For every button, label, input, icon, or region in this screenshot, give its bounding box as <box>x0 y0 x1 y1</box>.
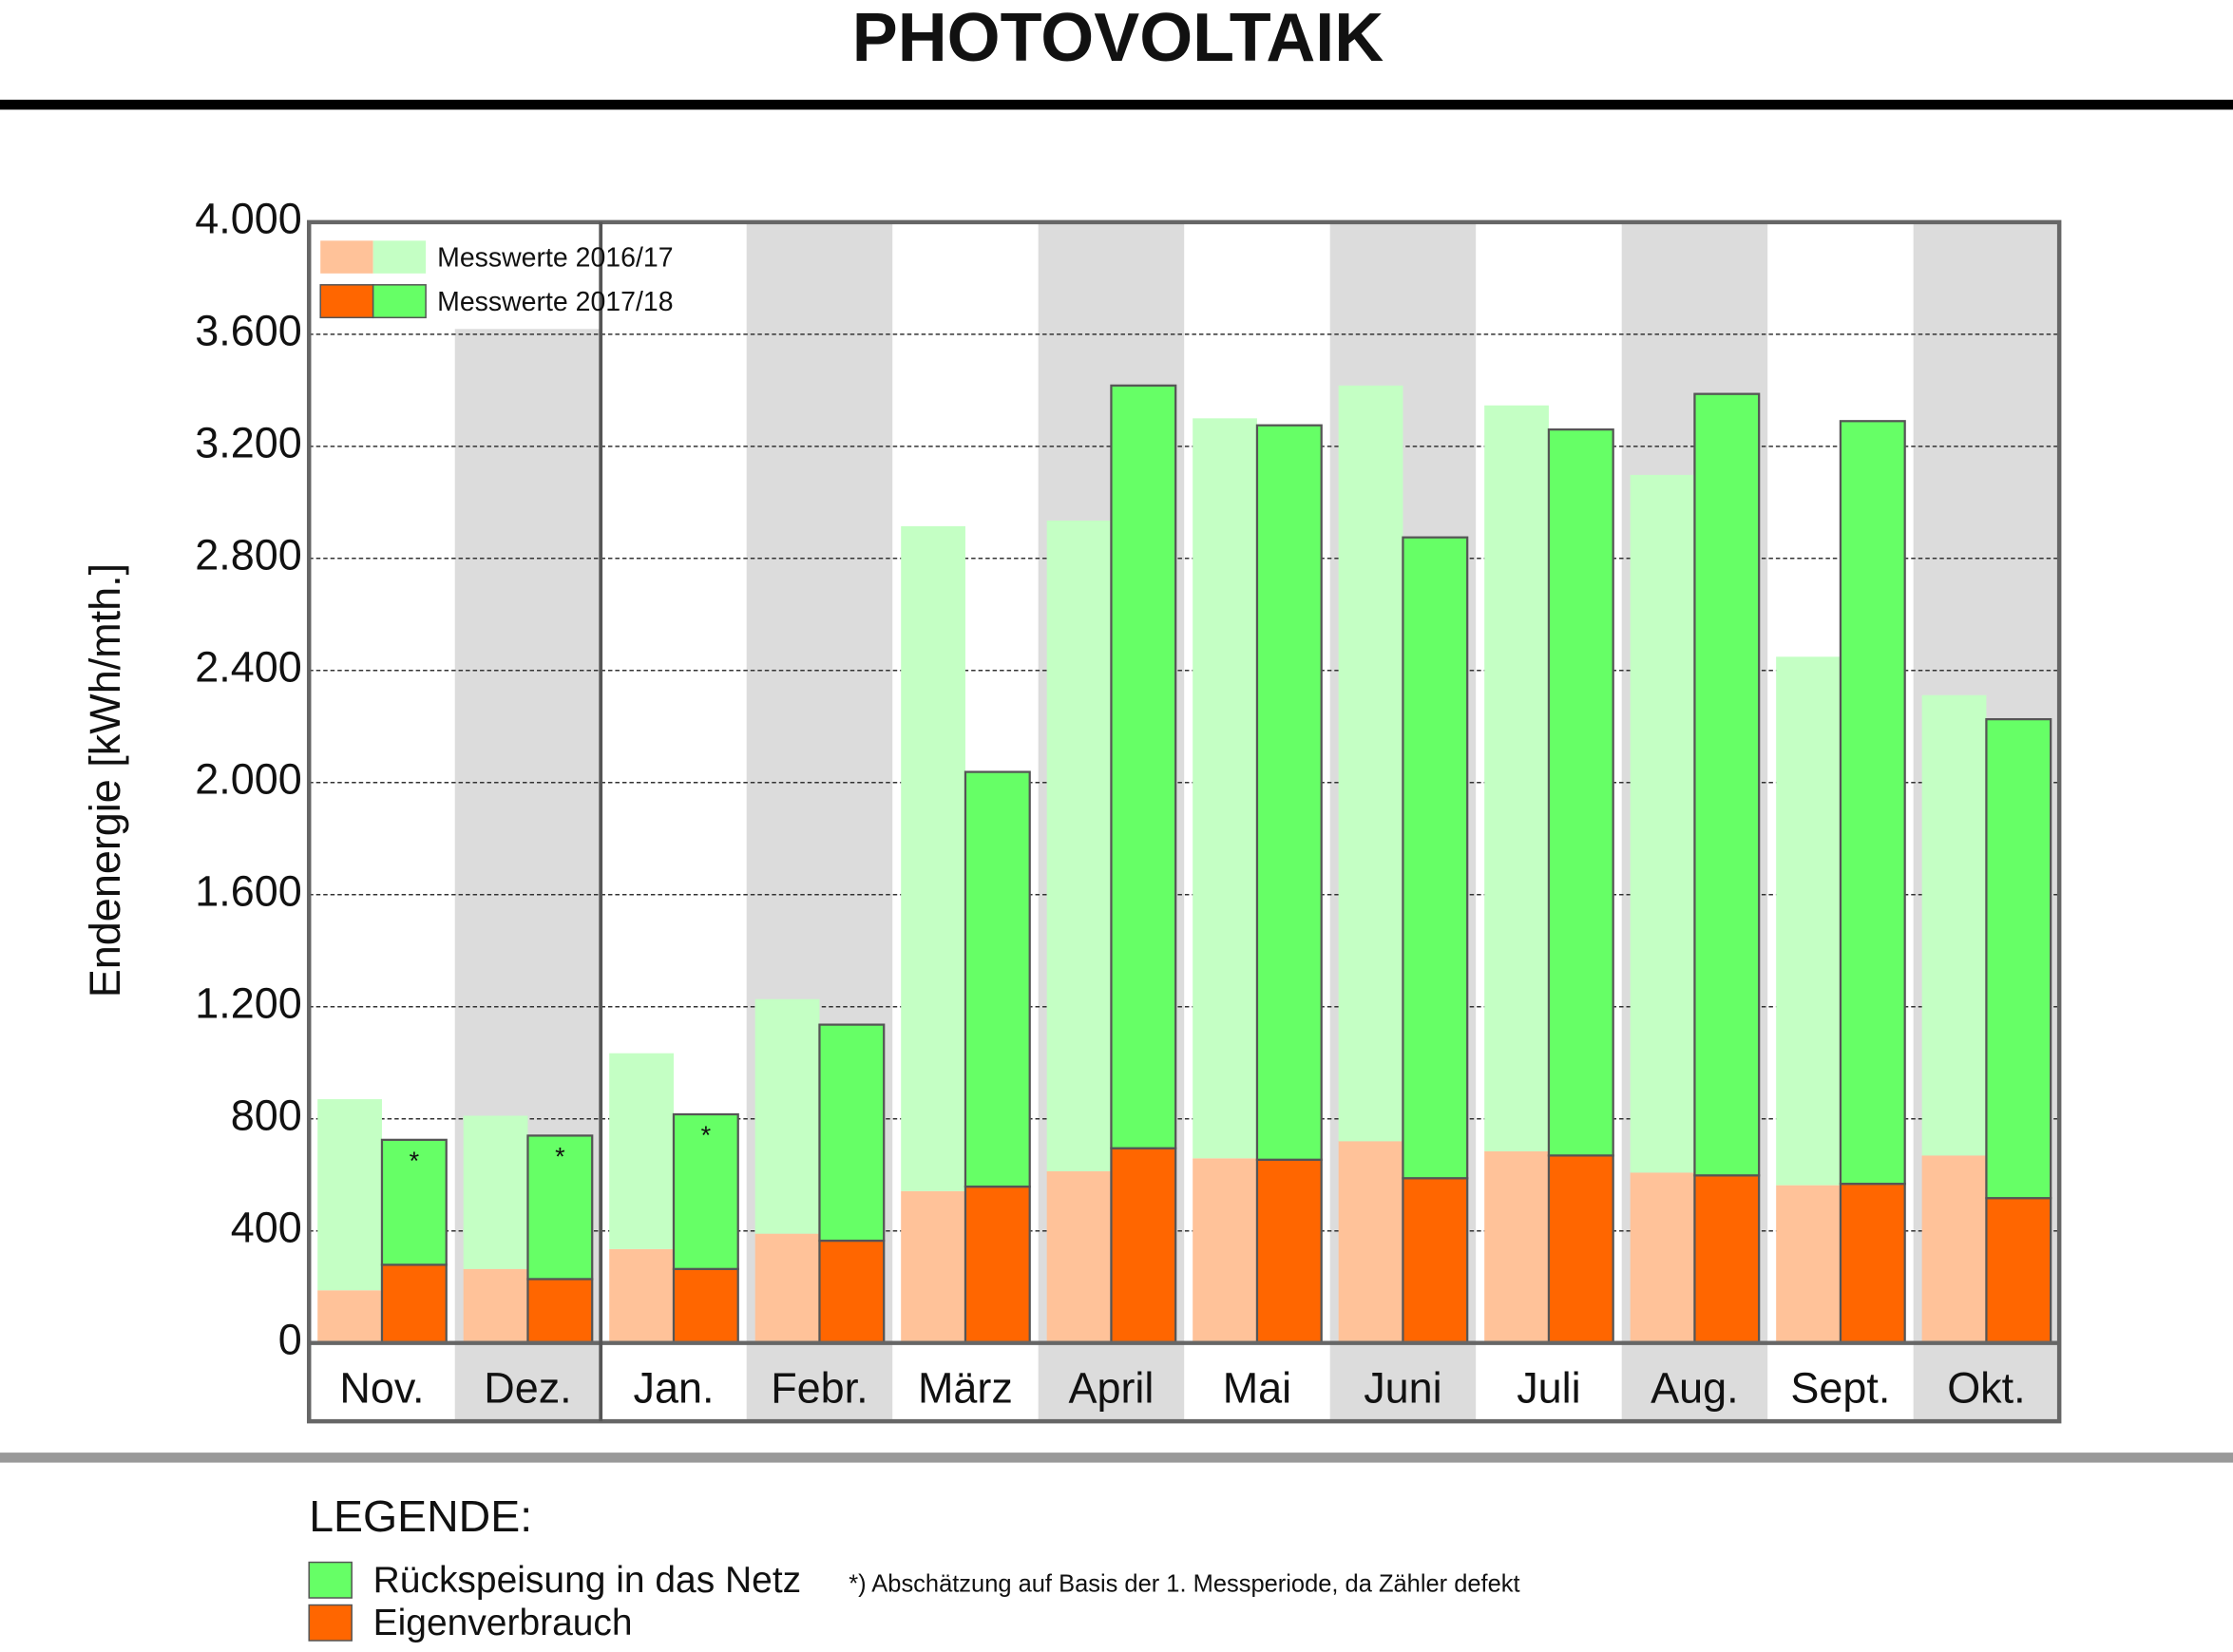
bar-segment <box>1985 1197 2052 1344</box>
legend-label: Messwerte 2017/18 <box>437 287 673 317</box>
bar-segment <box>1046 520 1112 1171</box>
annotation: * <box>555 1143 565 1171</box>
bar-segment <box>1547 1154 1614 1344</box>
bar-segment <box>1921 1155 1987 1343</box>
bar-segment <box>1046 1170 1112 1343</box>
y-tick-label: 3.600 <box>195 307 301 355</box>
bar-segment <box>526 1278 594 1344</box>
bar-segment <box>1839 1183 1906 1344</box>
bar-segment <box>818 1239 886 1344</box>
bar-segment <box>1776 656 1841 1186</box>
annotation: * <box>701 1121 712 1149</box>
bar-segment <box>1255 424 1323 1161</box>
x-tick-label: Nov. <box>339 1364 424 1413</box>
bar-segment <box>754 998 820 1234</box>
x-tick-label: Mai <box>1223 1364 1291 1413</box>
bar-segment <box>901 1190 965 1343</box>
x-tick-label: April <box>1068 1364 1154 1413</box>
bar-segment <box>672 1112 739 1270</box>
bar-segment <box>380 1263 448 1344</box>
bar-segment <box>1693 392 1761 1177</box>
bar-segment <box>1338 385 1403 1142</box>
bar-segment <box>1193 1158 1257 1343</box>
bar-segment <box>317 1099 382 1291</box>
y-tick-label: 1.600 <box>195 867 301 916</box>
title-rule <box>0 99 2233 110</box>
bar-segment <box>317 1290 382 1343</box>
legend-label: Messwerte 2016/17 <box>437 242 673 273</box>
bar-segment <box>1402 536 1469 1180</box>
bar-segment <box>1985 717 2052 1200</box>
bar-segment <box>1338 1141 1403 1343</box>
x-tick-label: Juli <box>1517 1364 1580 1413</box>
y-tick-label: 3.200 <box>195 419 301 467</box>
bar-segment <box>1547 428 1614 1157</box>
x-tick-label: Jan. <box>633 1364 714 1413</box>
y-tick-label: 800 <box>231 1092 302 1140</box>
bar-segment <box>463 1115 528 1269</box>
plot-frame <box>306 219 2062 1424</box>
bar-segment <box>526 1134 594 1281</box>
bar-segment <box>1839 420 1906 1186</box>
x-tick-label: Juni <box>1364 1364 1441 1413</box>
legend-label: Eigenverbrauch <box>373 1603 633 1643</box>
legend-swatch <box>372 240 427 274</box>
bar-segment <box>818 1023 886 1243</box>
y-tick-label: 4.000 <box>195 195 301 243</box>
bar-segment <box>754 1233 820 1343</box>
x-tick-label: März <box>918 1364 1013 1413</box>
x-tick-label: Okt. <box>1947 1364 2025 1413</box>
chart-title: PHOTOVOLTAIK <box>852 0 1384 76</box>
x-tick-label: Dez. <box>484 1364 571 1413</box>
bar-segment <box>1630 1172 1695 1343</box>
legend-title: LEGENDE: <box>309 1491 532 1541</box>
bar-segment <box>964 1185 1031 1344</box>
bar-segment <box>1776 1185 1841 1343</box>
bar-segment <box>609 1248 674 1343</box>
legend-swatch <box>308 1561 353 1599</box>
y-tick-label: 2.800 <box>195 531 301 579</box>
bar-segment <box>463 1268 528 1343</box>
bar-segment <box>1693 1174 1761 1344</box>
bar-segment <box>380 1138 448 1266</box>
legend-swatch <box>319 284 374 319</box>
legend-swatch <box>320 240 373 274</box>
x-tick-label: Aug. <box>1651 1364 1738 1413</box>
bar-segment <box>1921 694 1987 1156</box>
bar-segment <box>609 1053 674 1249</box>
x-tick-label: Sept. <box>1790 1364 1890 1413</box>
legend-swatch <box>372 284 427 319</box>
legend-label: Rückspeisung in das Netz <box>373 1560 801 1601</box>
bar-segment <box>1402 1177 1469 1344</box>
footer-rule <box>0 1453 2233 1463</box>
bar-segment <box>1110 1147 1177 1344</box>
bar-segment <box>1630 474 1695 1173</box>
bar-segment <box>1193 418 1257 1159</box>
y-tick-label: 2.000 <box>195 755 301 804</box>
y-tick-label: 400 <box>231 1204 302 1252</box>
x-tick-label: Febr. <box>771 1364 868 1413</box>
y-axis-label: Endenergie [kWh/mth.] <box>81 563 129 997</box>
bar-segment <box>964 770 1031 1188</box>
bar-segment <box>1484 1150 1549 1343</box>
bar-segment <box>672 1267 739 1344</box>
y-tick-label: 2.400 <box>195 643 301 692</box>
bar-segment <box>1484 405 1549 1151</box>
y-tick-label: 0 <box>278 1316 302 1364</box>
legend-swatch <box>308 1604 353 1642</box>
y-tick-label: 1.200 <box>195 979 301 1028</box>
footnote: *) Abschätzung auf Basis der 1. Messperi… <box>849 1570 1519 1597</box>
annotation: * <box>410 1147 420 1175</box>
bar-segment <box>1110 384 1177 1149</box>
bar-segment <box>901 525 965 1191</box>
bar-segment <box>1255 1158 1323 1344</box>
